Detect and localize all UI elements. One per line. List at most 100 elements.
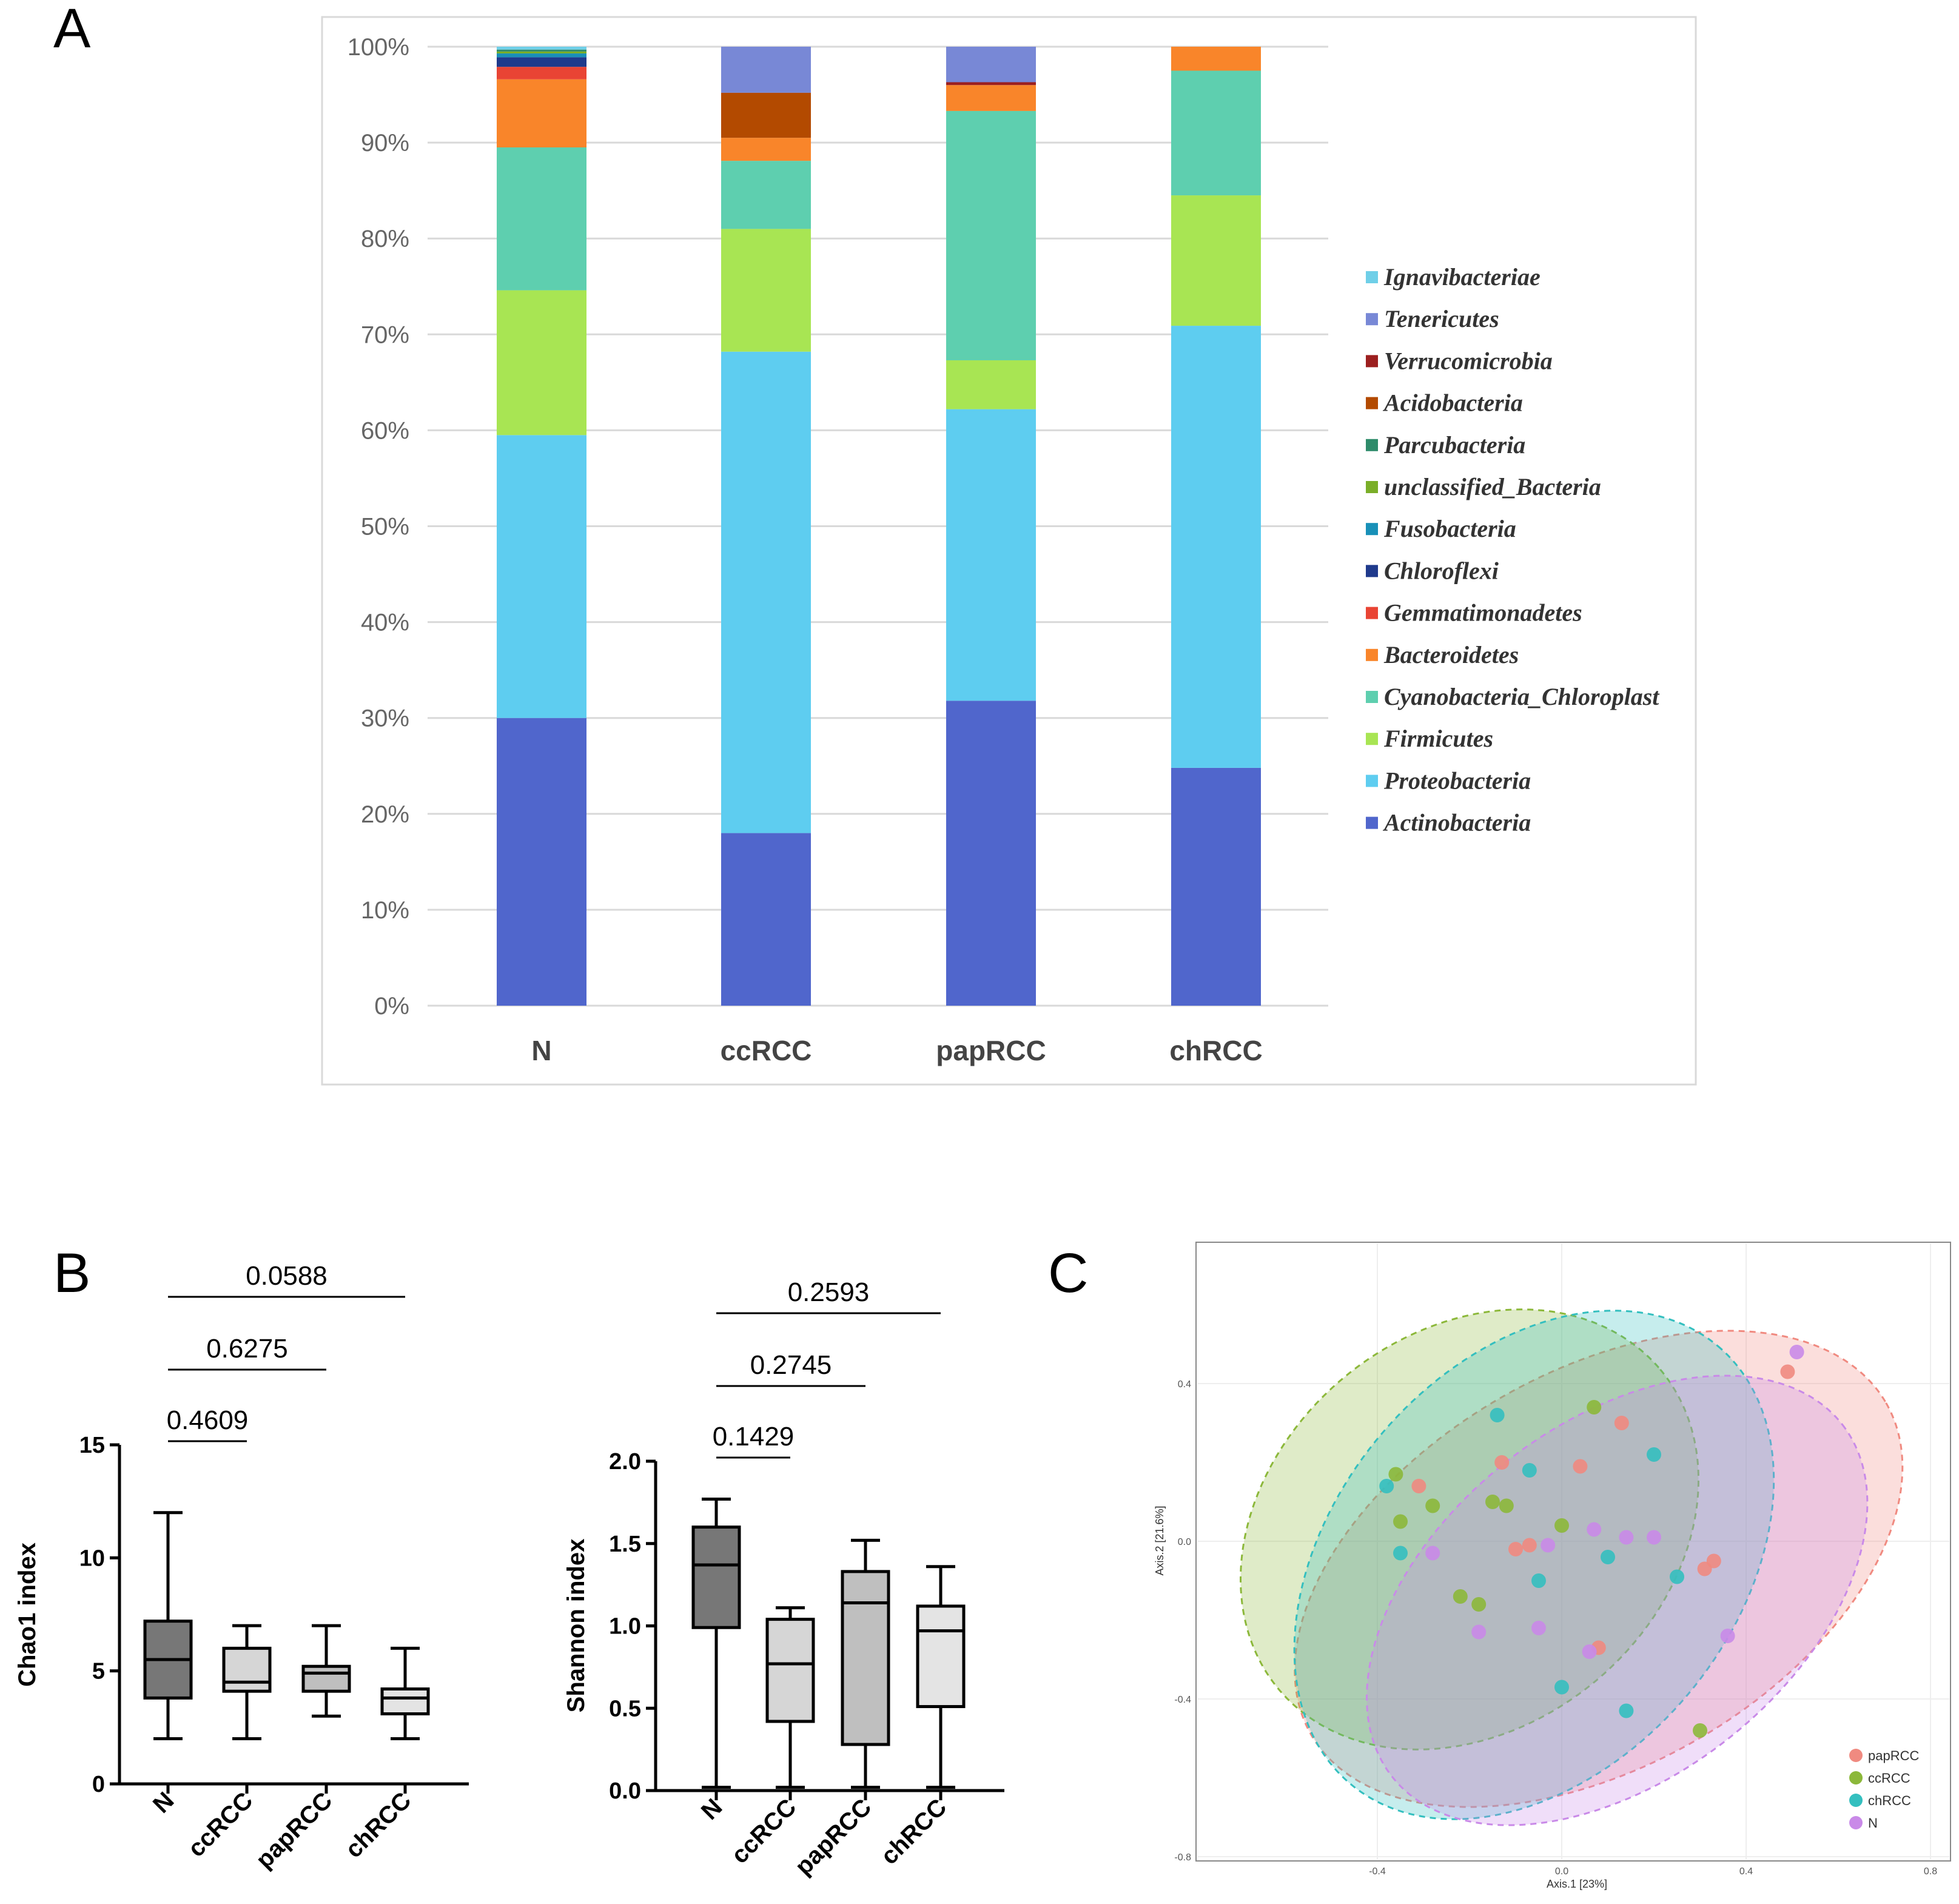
point-paprcc [1411,1479,1426,1493]
point-n [1647,1530,1661,1545]
panel-letter-a: A [53,0,91,59]
legend-label-n: N [1868,1815,1878,1831]
bar-n-proteobacteria [497,435,586,718]
chart-c-frame [1195,1242,1951,1862]
x-tick-label: -0.4 [1369,1866,1386,1877]
legend-swatch-actinobacteria [1366,816,1378,829]
y-tick-label: 2.0 [609,1449,641,1475]
y-tick-label: 70% [361,321,409,348]
point-n [1789,1345,1804,1359]
point-ccrcc [1425,1498,1440,1513]
y-tick-label: 90% [361,130,409,156]
legend-label-paprcc: papRCC [1868,1748,1919,1763]
point-chrcc [1554,1680,1569,1695]
point-chrcc [1670,1569,1684,1584]
bar-chrcc-firmicutes [1171,195,1261,326]
point-ccrcc [1388,1467,1403,1482]
point-ccrcc [1453,1589,1468,1604]
x-category-label: ccRCC [183,1787,258,1862]
legend-swatch-proteobacteria [1366,775,1378,787]
legend-swatch-tenericutes [1366,313,1378,326]
x-tick-label: 0.8 [1924,1866,1937,1877]
legend-label-proteobacteria: Proteobacteria [1383,767,1531,794]
y-tick-label: 0.5 [609,1696,641,1721]
y-axis-label: Shannon index [563,1539,590,1713]
bar-n-unclassified-bacteria [497,51,586,54]
bar-paprcc-cyanobacteria-chloroplast [946,110,1036,360]
bar-n-cyanobacteria-chloroplast [497,147,586,291]
bar-n-bacteroidetes [497,79,586,148]
bar-n-actinobacteria [497,718,586,1006]
y-tick-label: -0.4 [1174,1695,1191,1705]
x-category-label: chRCC [876,1794,952,1869]
point-ccrcc [1554,1518,1569,1533]
point-chrcc [1522,1463,1537,1478]
ellipse-chrcc [1293,1310,1775,1820]
point-ccrcc [1471,1597,1487,1612]
point-ccrcc [1499,1498,1514,1513]
legend-label-cyanobacteria-chloroplast: Cyanobacteria_Chloroplast [1384,683,1660,710]
legend-label-firmicutes: Firmicutes [1383,725,1493,752]
y-axis-label: Chao1 index [14,1542,41,1687]
y-tick-label: -0.8 [1174,1852,1191,1863]
point-chrcc [1379,1479,1394,1493]
y-tick-label: 0% [374,993,409,1020]
bar-ccrcc-bacteroidetes [721,138,811,161]
point-chrcc [1490,1408,1505,1422]
point-n [1471,1624,1487,1640]
point-ccrcc [1693,1723,1707,1738]
y-axis-label: Axis.2 [21.6%] [1154,1505,1166,1575]
box-n [691,1526,741,1629]
legend-swatch-bacteroidetes [1366,648,1378,661]
point-n [1541,1538,1556,1553]
x-axis-label: Axis.1 [23%] [1547,1878,1607,1890]
bar-chrcc-bacteroidetes [1171,47,1261,71]
y-tick-label: 60% [361,417,409,444]
legend-label-actinobacteria: Actinobacteria [1382,809,1531,836]
bar-n-ignavibacteriae [497,47,586,50]
legend-marker-chrcc [1849,1794,1863,1807]
bar-chrcc-cyanobacteria-chloroplast [1171,70,1261,196]
legend-swatch-verrucomicrobia [1366,355,1378,368]
point-paprcc [1573,1459,1588,1474]
comparison-p-value: 0.1429 [713,1422,795,1452]
x-category-label: chRCC [340,1787,416,1863]
point-paprcc [1494,1455,1510,1470]
y-tick-label: 20% [361,801,409,828]
y-tick-label: 1.0 [609,1614,641,1640]
legend-label-bacteroidetes: Bacteroidetes [1383,641,1519,668]
panel-letter-c: C [1048,1242,1088,1304]
x-category-label: ccRCC [727,1794,802,1869]
box-chrcc [916,1604,966,1709]
x-category-label: papRCC [936,1035,1046,1066]
legend-label-fusobacteria: Fusobacteria [1383,515,1516,542]
y-tick-label: 30% [361,705,409,732]
y-tick-label: 0.0 [1178,1537,1191,1547]
point-ccrcc [1393,1514,1408,1529]
y-tick-label: 10 [79,1546,105,1571]
point-chrcc [1647,1447,1661,1462]
chart-a-stacked-bar: 0% 10% 20% 30% 40% 50% 60% 70% 80% 90% 100% N ccRCC p… [348,34,1661,1066]
point-n [1582,1644,1597,1659]
legend-swatch-unclassified-bacteria [1366,481,1378,493]
bar-chrcc-actinobacteria [1171,767,1261,1006]
point-ccrcc [1485,1495,1500,1509]
legend-swatch-gemmatimonadetes [1366,607,1378,619]
bar-paprcc-actinobacteria [946,701,1036,1006]
y-tick-label: 0.4 [1178,1379,1191,1390]
y-tick-label: 10% [361,897,409,924]
bar-n-firmicutes [497,290,586,436]
bar-paprcc-firmicutes [946,360,1036,409]
x-category-label: ccRCC [721,1035,812,1066]
point-n [1619,1530,1634,1545]
panel-letter-b: B [53,1242,90,1304]
legend-marker-ccrcc [1849,1771,1863,1785]
legend-marker-paprcc [1849,1749,1863,1762]
y-tick-label: 80% [361,226,409,252]
bar-ccrcc-tenericutes [721,47,811,93]
legend-label-parcubacteria: Parcubacteria [1383,431,1525,459]
box-ccrcc [222,1646,272,1693]
chart-b-shannon-boxplot: 0.0 0.5 1.0 1.5 2.0 Shannon index NccRCCpapRCC… [563,1277,1004,1880]
legend-label-chrcc: chRCC [1868,1793,1911,1808]
